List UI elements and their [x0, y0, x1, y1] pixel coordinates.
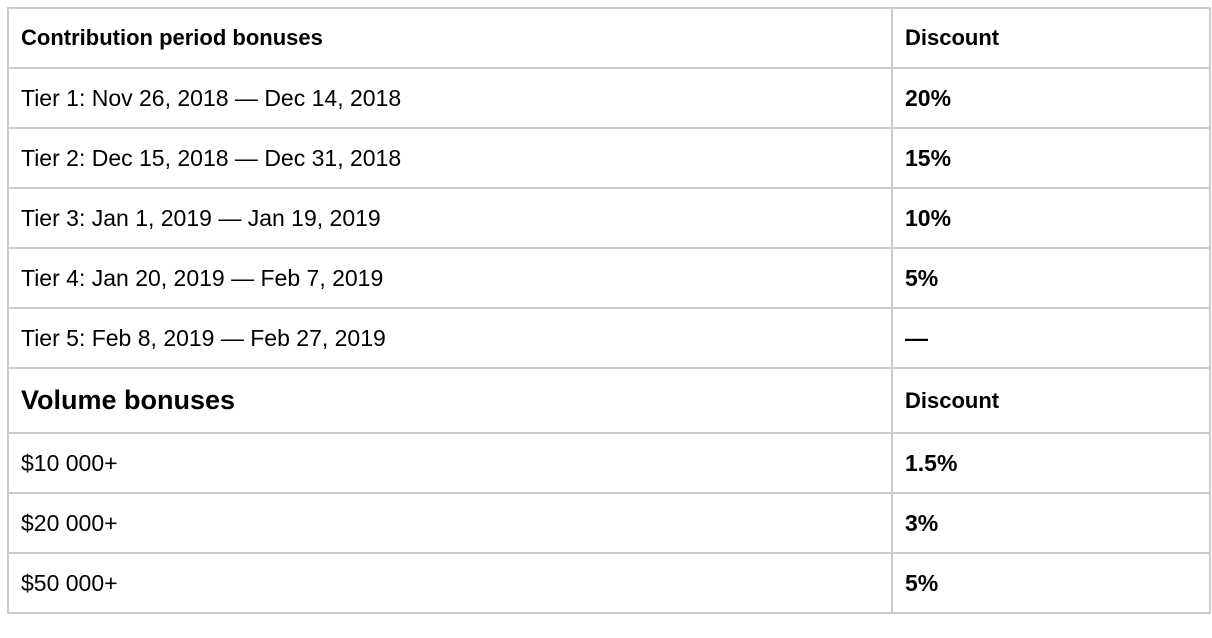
contribution-header: Contribution period bonuses — [7, 7, 893, 69]
tier-discount: 10% — [891, 187, 1211, 249]
volume-discount: 5% — [891, 552, 1211, 614]
table-row: Tier 4: Jan 20, 2019 — Feb 7, 2019 5% — [7, 247, 1211, 309]
volume-discount: 3% — [891, 492, 1211, 554]
volume-header-row: Volume bonuses Discount — [7, 367, 1211, 434]
table-row: Tier 5: Feb 8, 2019 — Feb 27, 2019 — — [7, 307, 1211, 369]
tier-discount: — — [891, 307, 1211, 369]
discount-header: Discount — [891, 7, 1211, 69]
tier-period: Tier 2: Dec 15, 2018 — Dec 31, 2018 — [7, 127, 893, 189]
tier-period: Tier 3: Jan 1, 2019 — Jan 19, 2019 — [7, 187, 893, 249]
table-row: Tier 2: Dec 15, 2018 — Dec 31, 2018 15% — [7, 127, 1211, 189]
volume-amount: $10 000+ — [7, 432, 893, 494]
tier-period: Tier 4: Jan 20, 2019 — Feb 7, 2019 — [7, 247, 893, 309]
table-row: Tier 1: Nov 26, 2018 — Dec 14, 2018 20% — [7, 67, 1211, 129]
tier-discount: 5% — [891, 247, 1211, 309]
contribution-header-row: Contribution period bonuses Discount — [7, 7, 1211, 69]
discount-header: Discount — [891, 367, 1211, 434]
volume-amount: $20 000+ — [7, 492, 893, 554]
volume-amount: $50 000+ — [7, 552, 893, 614]
table-row: $50 000+ 5% — [7, 552, 1211, 614]
table-row: $20 000+ 3% — [7, 492, 1211, 554]
bonus-table: Contribution period bonuses Discount Tie… — [7, 7, 1211, 614]
tier-discount: 15% — [891, 127, 1211, 189]
tier-period: Tier 5: Feb 8, 2019 — Feb 27, 2019 — [7, 307, 893, 369]
volume-header: Volume bonuses — [7, 367, 893, 434]
tier-period: Tier 1: Nov 26, 2018 — Dec 14, 2018 — [7, 67, 893, 129]
table-row: $10 000+ 1.5% — [7, 432, 1211, 494]
volume-discount: 1.5% — [891, 432, 1211, 494]
table-row: Tier 3: Jan 1, 2019 — Jan 19, 2019 10% — [7, 187, 1211, 249]
tier-discount: 20% — [891, 67, 1211, 129]
